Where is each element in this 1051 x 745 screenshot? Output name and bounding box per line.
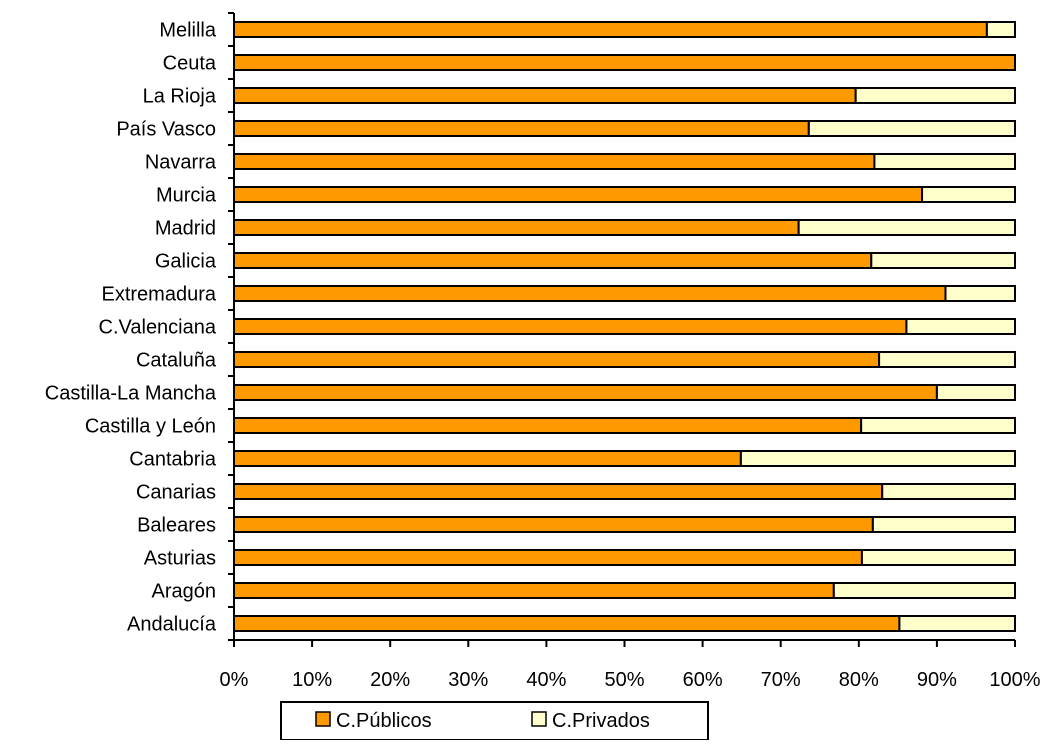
- x-tick-label: 30%: [448, 669, 488, 691]
- bar-publicos: [233, 351, 881, 368]
- bar-publicos: [233, 21, 988, 38]
- bar-publicos: [233, 285, 947, 302]
- bar-privados: [854, 87, 1017, 104]
- x-tick-label: 90%: [917, 669, 957, 691]
- bar-publicos: [233, 87, 857, 104]
- category-label: Canarias: [136, 482, 216, 504]
- category-label: Extremadura: [102, 284, 217, 306]
- bar-publicos: [233, 516, 874, 533]
- category-label: C.Valenciana: [99, 317, 217, 339]
- bar-publicos: [233, 384, 938, 401]
- x-tick-label: 10%: [292, 669, 332, 691]
- category-label: Castilla-La Mancha: [45, 383, 217, 405]
- bar-privados: [944, 285, 1017, 302]
- bar-privados: [921, 186, 1016, 203]
- bar-privados: [739, 450, 1017, 467]
- bar-publicos: [233, 186, 924, 203]
- bar-privados: [807, 120, 1016, 137]
- bar-privados: [898, 615, 1016, 632]
- category-label: Ceuta: [163, 53, 217, 75]
- bar-publicos: [233, 549, 863, 566]
- bar-publicos: [233, 54, 1016, 71]
- category-label: Madrid: [155, 218, 216, 240]
- category-label: País Vasco: [116, 119, 216, 141]
- category-label: Galicia: [155, 251, 217, 273]
- bar-publicos: [233, 417, 863, 434]
- bar-publicos: [233, 219, 800, 236]
- category-label: Aragón: [152, 581, 217, 603]
- category-label: Andalucía: [127, 614, 217, 636]
- x-tick-label: 60%: [683, 669, 723, 691]
- legend-swatch-privados: [531, 711, 547, 727]
- bar-publicos: [233, 318, 908, 335]
- bar-publicos: [233, 615, 901, 632]
- bar-publicos: [233, 483, 884, 500]
- bar-privados: [797, 219, 1017, 236]
- category-label: Cataluña: [136, 350, 217, 372]
- bar-privados: [871, 516, 1016, 533]
- bar-privados: [905, 318, 1016, 335]
- category-label: Cantabria: [129, 449, 217, 471]
- bar-publicos: [233, 450, 742, 467]
- x-tick-label: 80%: [839, 669, 879, 691]
- bar-privados: [881, 483, 1016, 500]
- bar-privados: [860, 549, 1017, 566]
- legend-label-privados: C.Privados: [552, 710, 650, 732]
- bar-privados: [873, 153, 1016, 170]
- bar-privados: [935, 384, 1017, 401]
- category-label: La Rioja: [143, 86, 217, 108]
- x-tick-label: 100%: [989, 669, 1040, 691]
- x-tick-label: 70%: [761, 669, 801, 691]
- x-tick-label: 50%: [604, 669, 644, 691]
- bar-publicos: [233, 120, 810, 137]
- legend-box: [280, 701, 709, 741]
- bar-privados: [870, 252, 1017, 269]
- category-label: Baleares: [137, 515, 216, 537]
- category-label: Murcia: [156, 185, 217, 207]
- bar-publicos: [233, 153, 876, 170]
- category-label: Navarra: [145, 152, 217, 174]
- category-label: Melilla: [159, 20, 217, 42]
- bar-privados: [985, 21, 1016, 38]
- x-tick-label: 20%: [370, 669, 410, 691]
- legend-label-publicos: C.Públicos: [336, 710, 432, 732]
- bar-privados: [832, 582, 1016, 599]
- legend-swatch-publicos: [315, 711, 331, 727]
- bar-privados: [860, 417, 1016, 434]
- category-label: Castilla y León: [85, 416, 216, 438]
- bar-privados: [878, 351, 1017, 368]
- category-label: Asturias: [144, 548, 216, 570]
- bar-publicos: [233, 582, 835, 599]
- x-tick-label: 0%: [220, 669, 249, 691]
- bar-publicos: [233, 252, 873, 269]
- x-tick-label: 40%: [526, 669, 566, 691]
